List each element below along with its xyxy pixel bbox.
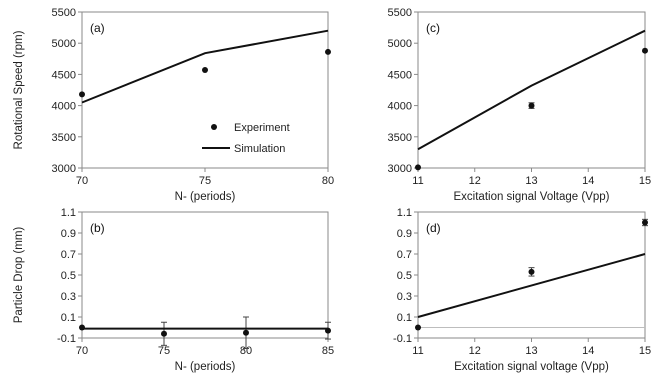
y-tick-label-b: 1.1: [61, 207, 76, 219]
chart-b: (b) Particle Drop (mm) N- (periods) -0.1…: [13, 207, 334, 373]
x-tick-label-b: 75: [158, 345, 170, 357]
y-tick-label-d: 0.3: [397, 291, 412, 303]
x-tick-label-a: 75: [199, 175, 211, 187]
legend-experiment-label: Experiment: [234, 122, 290, 134]
y-tick-label-a: 5000: [52, 38, 76, 50]
y-tick-label-a: 5500: [52, 7, 76, 19]
experiment-point-c: [415, 164, 421, 171]
plot-frame-c: [417, 11, 646, 169]
panel-label-b: (b): [90, 221, 105, 235]
x-axis-label-a: N- (periods): [175, 191, 236, 203]
y-tick-label-b: 0.9: [61, 228, 76, 240]
x-tick-label-d: 14: [582, 345, 594, 357]
y-axis-label-a: Rotational Speed (rpm): [13, 30, 25, 149]
x-tick-label-c: 15: [639, 175, 651, 187]
plot-frame-b: [81, 211, 329, 339]
y-tick-label-b: -0.1: [57, 333, 76, 345]
chart-a: (a) Rotational Speed (rpm) N- (periods) …: [13, 7, 334, 203]
x-tick-label-d: 13: [525, 345, 537, 357]
y-tick-label-d: 0.7: [397, 249, 412, 261]
y-tick-label-b: 0.5: [61, 270, 76, 282]
chart-c: (c) Excitation signal Voltage (Vpp) 3000…: [388, 7, 652, 203]
x-axis-label-b: N- (periods): [175, 361, 236, 373]
x-tick-label-b: 70: [76, 345, 88, 357]
x-tick-label-a: 80: [322, 175, 334, 187]
plot-frame-a: [81, 11, 329, 169]
experiment-point-a: [325, 48, 331, 55]
y-tick-label-d: 0.9: [397, 228, 412, 240]
y-tick-label-a: 4000: [52, 101, 76, 113]
y-tick-label-b: 0.1: [61, 312, 76, 324]
x-tick-label-b: 80: [240, 345, 252, 357]
y-tick-label-d: 1.1: [397, 207, 412, 219]
y-tick-label-b: 0.7: [61, 249, 76, 261]
x-tick-label-c: 11: [412, 175, 423, 187]
panel-label-c: (c): [426, 21, 440, 35]
y-tick-label-c: 4500: [388, 69, 412, 81]
x-tick-label-b: 85: [322, 345, 334, 357]
panel-label-d: (d): [426, 221, 441, 235]
y-tick-label-d: 0.5: [397, 270, 412, 282]
simulation-line-a: [81, 29, 329, 104]
panel-label-a: (a): [90, 21, 105, 35]
experiment-point-c: [528, 102, 535, 109]
y-tick-label-b: 0.3: [61, 291, 76, 303]
experiment-point-a: [202, 67, 208, 74]
experiment-point-d: [528, 268, 535, 275]
experiment-point-d: [415, 324, 421, 331]
y-tick-label-a: 3500: [52, 132, 76, 144]
y-tick-label-c: 4000: [388, 101, 412, 113]
legend-simulation-label: Simulation: [234, 143, 285, 155]
experiment-point-d: [642, 219, 648, 226]
y-axis-label-b: Particle Drop (mm): [13, 227, 25, 324]
y-tick-label-c: 5500: [388, 7, 412, 19]
x-tick-label-d: 12: [469, 345, 481, 357]
x-tick-label-c: 12: [469, 175, 481, 187]
x-tick-label-c: 13: [525, 175, 537, 187]
legend-experiment-marker: [211, 124, 217, 130]
x-axis-label-c: Excitation signal Voltage (Vpp): [454, 191, 610, 203]
y-tick-label-a: 4500: [52, 69, 76, 81]
y-tick-label-c: 3000: [388, 163, 412, 175]
chart-d: (d) Excitation signal voltage (Vpp) -0.1…: [393, 207, 651, 373]
y-tick-label-c: 5000: [388, 38, 412, 50]
experiment-point-c: [642, 47, 648, 54]
simulation-line-d: [417, 253, 646, 318]
x-axis-label-d: Excitation signal voltage (Vpp): [454, 361, 609, 373]
x-tick-label-d: 15: [639, 345, 651, 357]
y-tick-label-a: 3000: [52, 163, 76, 175]
legend-a: Experiment Simulation: [202, 122, 290, 155]
y-tick-label-d: 0.1: [397, 312, 412, 324]
x-tick-label-a: 70: [76, 175, 88, 187]
experiment-point-a: [79, 91, 85, 98]
x-tick-label-d: 11: [412, 345, 423, 357]
y-tick-label-c: 3500: [388, 132, 412, 144]
experiment-point-b: [243, 329, 249, 336]
simulation-line-c: [417, 29, 646, 151]
y-tick-label-d: -0.1: [393, 333, 412, 345]
experiment-point-b: [161, 330, 167, 337]
x-tick-label-c: 14: [582, 175, 594, 187]
